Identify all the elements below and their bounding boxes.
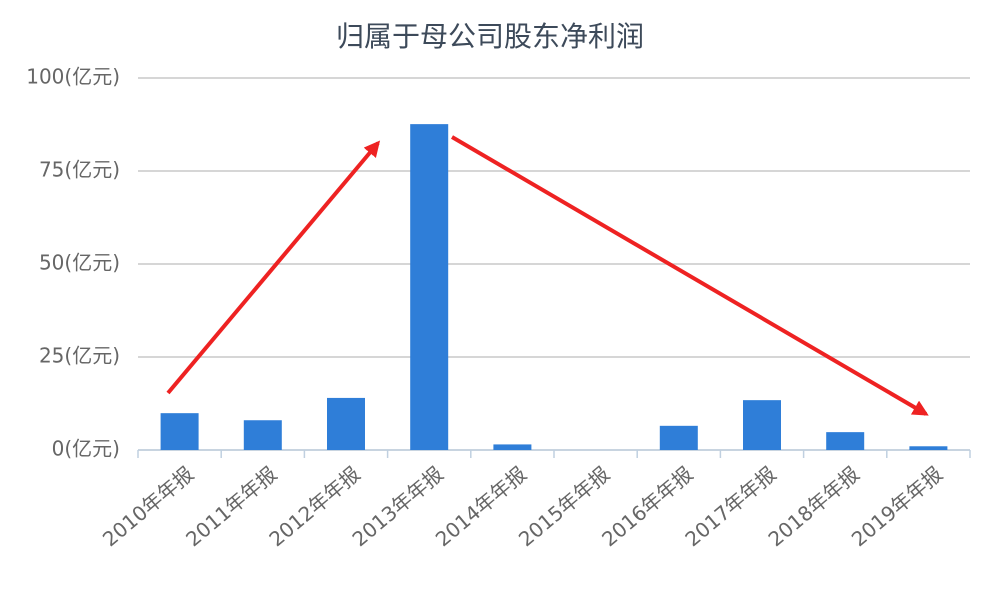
- trend-arrow-up: [166, 140, 381, 395]
- bar: [826, 432, 865, 450]
- x-tick-label: 2018年年报: [764, 462, 864, 552]
- x-tick-label: 2015年年报: [514, 462, 614, 552]
- bar: [243, 420, 282, 450]
- y-tick-label: 75(亿元): [39, 158, 120, 182]
- x-tick-label: 2016年年报: [597, 462, 697, 552]
- x-tick-label: 2011年年报: [181, 462, 281, 552]
- bar: [160, 413, 199, 450]
- x-tick-label: 2017年年报: [680, 462, 780, 552]
- bar: [659, 425, 698, 450]
- trend-arrow-down: [450, 135, 929, 416]
- bar: [909, 446, 948, 450]
- chart-title: 归属于母公司股东净利润: [336, 20, 644, 53]
- x-tick-label: 2013年年报: [348, 462, 448, 552]
- bar: [743, 400, 781, 450]
- x-tick-label: 2010年年报: [98, 462, 198, 552]
- y-tick-label: 100(亿元): [26, 65, 120, 89]
- x-tick-label: 2012年年报: [264, 462, 364, 552]
- bar: [327, 397, 365, 450]
- bar: [493, 444, 532, 450]
- x-tick-label: 2014年年报: [431, 462, 531, 552]
- y-tick-label: 0(亿元): [52, 437, 120, 461]
- x-tick-label: 2019年年报: [847, 462, 947, 552]
- plot-area: 0(亿元)25(亿元)50(亿元)75(亿元)100(亿元)2010年年报201…: [26, 65, 971, 552]
- y-tick-label: 25(亿元): [39, 344, 120, 368]
- bar: [410, 124, 449, 451]
- y-tick-label: 50(亿元): [39, 251, 120, 275]
